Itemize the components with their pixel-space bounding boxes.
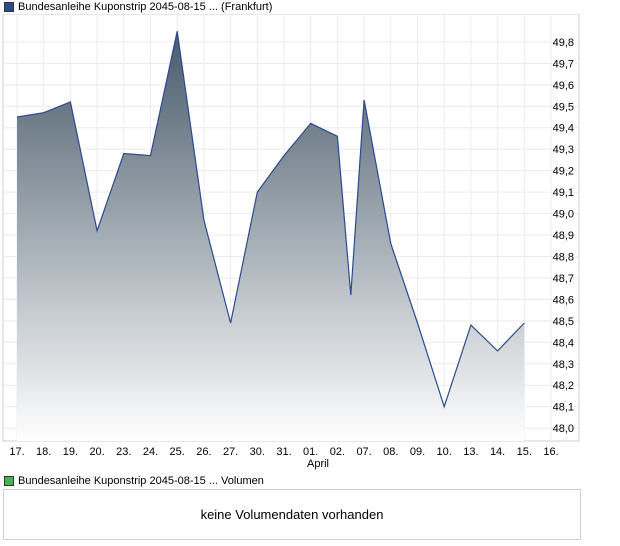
y-tick-label: 48,0 [553,423,574,435]
y-tick-label: 48,2 [553,380,574,392]
y-tick-label: 48,6 [553,294,574,306]
y-tick-label: 48,8 [553,251,574,263]
x-tick-label: 01. [303,446,318,458]
y-tick-label: 48,1 [553,402,574,414]
x-tick-label: 30. [250,446,265,458]
x-tick-label: 14. [490,446,505,458]
x-tick-label: 10. [437,446,452,458]
price-chart: 48,0 48,1 48,2 48,3 48,4 48,5 48,6 48,7 48,8 48,9… [2,14,580,470]
price-legend-swatch [4,2,14,12]
x-tick-label: 27. [223,446,238,458]
x-tick-label: 16. [543,446,558,458]
y-tick-label: 49,1 [553,187,574,199]
y-tick-label: 49,7 [553,58,574,70]
volume-panel: keine Volumendaten vorhanden [3,489,581,540]
x-tick-label: 13. [463,446,478,458]
x-tick-label: 07. [356,446,371,458]
y-tick-label: 49,2 [553,166,574,178]
price-area [17,31,525,441]
volume-legend-label: Bundesanleihe Kuponstrip 2045-08-15 ... … [18,475,264,487]
y-tick-label: 48,5 [553,316,574,328]
x-tick-label: 24. [143,446,158,458]
x-tick-label: 26. [196,446,211,458]
x-tick-label: 19. [63,446,78,458]
y-tick-label: 49,0 [553,209,574,221]
y-tick-label: 48,3 [553,359,574,371]
x-tick-label: 18. [36,446,51,458]
price-legend: Bundesanleihe Kuponstrip 2045-08-15 ... … [4,0,272,14]
y-tick-label: 49,4 [553,123,574,135]
y-tick-label: 48,9 [553,230,574,242]
price-line [16,31,525,409]
x-tick-label: 09. [410,446,425,458]
x-month-label: April [307,458,329,470]
x-tick-label: 15. [517,446,532,458]
y-tick-label: 49,6 [553,80,574,92]
x-tick-label: 02. [330,446,345,458]
y-tick-label: 48,7 [553,273,574,285]
x-tick-label: 31. [276,446,291,458]
y-axis-ticks: 48,0 48,1 48,2 48,3 48,4 48,5 48,6 48,7 48,8 48,9… [553,37,574,435]
x-tick-label: 23. [116,446,131,458]
x-tick-label: 25. [170,446,185,458]
price-legend-label: Bundesanleihe Kuponstrip 2045-08-15 ... … [18,1,273,13]
x-tick-label: 20. [89,446,104,458]
x-tick-label: 08. [383,446,398,458]
volume-legend-swatch [4,476,14,486]
y-tick-label: 48,4 [553,337,574,349]
volume-empty-message: keine Volumendaten vorhanden [200,507,384,522]
x-tick-label: 17. [9,446,24,458]
volume-legend: Bundesanleihe Kuponstrip 2045-08-15 ... … [4,474,264,488]
y-tick-label: 49,5 [553,101,574,113]
y-tick-label: 49,8 [553,37,574,49]
y-tick-label: 49,3 [553,144,574,156]
x-axis-ticks: 17. 18. 19. 20. 23. 24. 25. 26. 27. 30. 31. 01. 02. 0… [9,446,558,458]
